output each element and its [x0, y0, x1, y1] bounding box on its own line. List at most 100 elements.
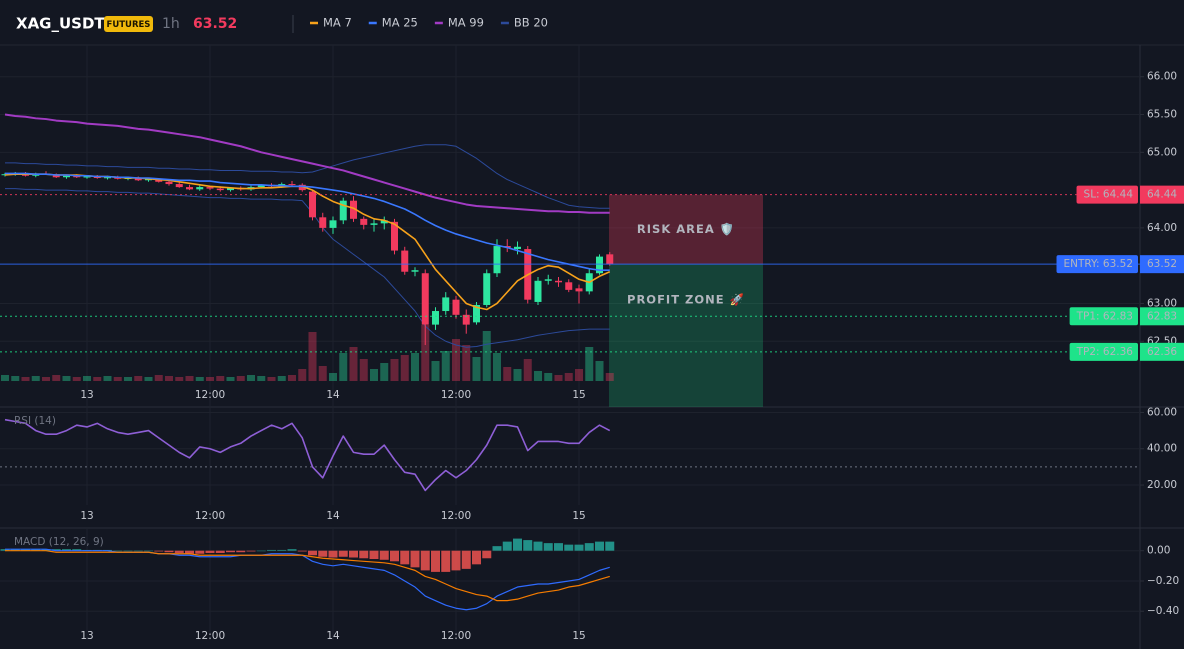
x-tick-label: 12:00 — [195, 389, 225, 401]
x-tick-label: 12:00 — [441, 389, 471, 401]
volume-bar — [206, 377, 214, 381]
macd-histogram-bar — [410, 550, 420, 568]
volume-bar — [175, 377, 184, 381]
candle-body — [370, 223, 378, 225]
macd-histogram-bar — [133, 550, 143, 552]
candle-body — [452, 299, 460, 315]
candle-body — [493, 246, 501, 274]
macd-histogram-bar — [215, 550, 225, 553]
legend-label: MA 99 — [448, 16, 484, 30]
macd-histogram-bar — [164, 550, 174, 553]
volume-bar — [134, 376, 143, 381]
candle-body — [196, 187, 204, 190]
macd-histogram-bar — [554, 543, 563, 551]
candle-body — [555, 280, 562, 283]
level-label-box — [1056, 255, 1138, 274]
volume-bar — [195, 377, 204, 381]
candle-body — [257, 184, 265, 188]
y-tick-label: 40.00 — [1147, 443, 1177, 455]
volume-bar — [585, 347, 594, 381]
volume-bar — [575, 369, 583, 381]
volume-bar — [472, 357, 481, 381]
y-tick-label: 66.00 — [1147, 71, 1177, 83]
candle-body — [175, 184, 183, 188]
candle-body — [606, 254, 614, 265]
candle-body — [309, 191, 316, 218]
macd-histogram-bar — [236, 550, 246, 553]
macd-histogram-bar — [564, 544, 574, 551]
macd-histogram-bar — [379, 550, 389, 560]
volume-bar — [52, 375, 61, 381]
candle-body — [565, 282, 573, 290]
volume-bar — [31, 376, 40, 381]
macd-histogram-bar — [10, 549, 20, 551]
candle-body — [319, 217, 327, 228]
macd-histogram-bar — [72, 549, 82, 551]
x-tick-label: 14 — [326, 389, 340, 401]
legend-label: BB 20 — [514, 16, 548, 30]
candle-body — [83, 176, 91, 178]
volume-bar — [216, 376, 225, 381]
macd-histogram-bar — [51, 549, 61, 551]
candle-body — [534, 280, 542, 302]
x-tick-label: 13 — [80, 510, 93, 522]
volume-bar — [298, 369, 307, 381]
volume-bar — [421, 325, 430, 381]
candle-body — [380, 220, 388, 224]
volume-bar — [21, 377, 30, 381]
candle-body — [596, 256, 603, 274]
volume-bar — [42, 377, 50, 381]
macd-histogram-bar — [41, 549, 51, 551]
macd-histogram-bar — [390, 550, 399, 562]
y-tick-label: −0.40 — [1147, 605, 1179, 617]
level-value: 62.83 — [1147, 310, 1177, 322]
macd-histogram-bar — [256, 550, 266, 552]
volume-bar — [1, 375, 9, 381]
x-tick-label: 12:00 — [195, 630, 225, 642]
candle-body — [165, 181, 173, 185]
volume-bar — [247, 375, 255, 381]
volume-bar — [154, 375, 163, 381]
x-tick-label: 12:00 — [441, 630, 471, 642]
candle-body — [483, 273, 491, 305]
y-tick-label: 65.50 — [1147, 109, 1177, 121]
macd-histogram-bar — [297, 550, 307, 552]
y-tick-label: 64.00 — [1147, 222, 1177, 234]
candle-body — [421, 273, 429, 325]
y-tick-label: 65.00 — [1147, 146, 1177, 158]
zone-label: RISK AREA 🛡️ — [637, 222, 735, 236]
macd-histogram-bar — [400, 550, 410, 565]
volume-bar — [329, 373, 337, 381]
macd-histogram-bar — [62, 549, 71, 551]
level-value-box — [1140, 342, 1184, 361]
volume-bar — [400, 355, 409, 381]
legend-label: MA 25 — [382, 16, 418, 30]
level-label: TP1: 62.83 — [1076, 310, 1133, 322]
volume-bar — [462, 345, 471, 381]
volume-bar — [165, 376, 173, 381]
volume-bar — [513, 369, 522, 381]
volume-bar — [11, 376, 20, 381]
macd-histogram-bar — [574, 544, 584, 551]
level-label-box — [1069, 342, 1138, 361]
macd-histogram-bar — [277, 549, 287, 551]
interval: 1h — [162, 16, 180, 32]
candle-body — [544, 279, 552, 281]
macd-histogram-bar — [513, 538, 522, 551]
level-value-box — [1140, 307, 1184, 326]
level-label-box — [1069, 307, 1138, 326]
macd-histogram-bar — [318, 550, 328, 557]
moving-average — [4, 113, 610, 214]
volume-bar — [411, 353, 419, 381]
macd-histogram-bar — [523, 540, 533, 551]
macd-histogram-bar — [154, 550, 164, 552]
candle-body — [350, 200, 357, 219]
volume-bar — [534, 371, 542, 381]
candle-body — [575, 288, 583, 292]
macd-histogram-bar — [123, 550, 133, 552]
volume-bar — [605, 373, 614, 381]
candle-body — [227, 187, 234, 191]
candle-body — [401, 250, 409, 272]
volume-bar — [493, 353, 501, 381]
volume-bar — [339, 353, 348, 381]
